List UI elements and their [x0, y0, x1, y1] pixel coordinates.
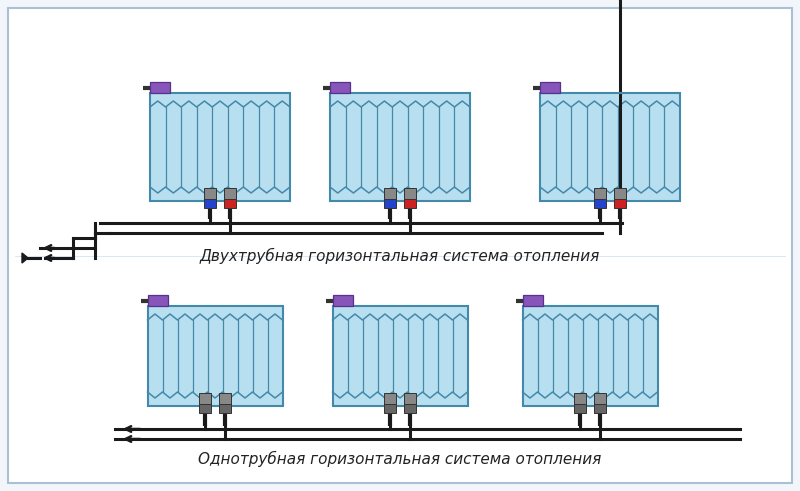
- Bar: [333, 306, 467, 406]
- Polygon shape: [22, 253, 28, 263]
- Bar: [404, 188, 416, 199]
- Bar: [333, 306, 467, 406]
- Bar: [224, 188, 236, 199]
- Bar: [384, 404, 396, 413]
- Bar: [384, 188, 396, 199]
- Bar: [594, 404, 606, 413]
- Bar: [330, 93, 470, 201]
- Bar: [574, 393, 586, 404]
- Bar: [199, 393, 211, 404]
- Bar: [147, 306, 282, 406]
- Bar: [540, 82, 560, 93]
- Bar: [594, 199, 606, 208]
- Bar: [404, 404, 416, 413]
- Bar: [540, 93, 680, 201]
- Bar: [384, 393, 396, 404]
- Bar: [333, 295, 353, 306]
- Bar: [204, 199, 216, 208]
- Bar: [404, 199, 416, 208]
- Bar: [614, 188, 626, 199]
- Bar: [540, 93, 680, 201]
- Text: Двухтрубная горизонтальная система отопления: Двухтрубная горизонтальная система отопл…: [200, 248, 600, 264]
- Bar: [199, 404, 211, 413]
- Bar: [150, 93, 290, 201]
- Text: Однотрубная горизонтальная система отопления: Однотрубная горизонтальная система отопл…: [198, 451, 602, 467]
- Bar: [219, 404, 231, 413]
- Bar: [204, 188, 216, 199]
- Bar: [522, 306, 658, 406]
- Bar: [523, 295, 543, 306]
- Bar: [224, 199, 236, 208]
- Bar: [404, 393, 416, 404]
- Bar: [219, 393, 231, 404]
- Bar: [594, 188, 606, 199]
- Bar: [148, 295, 168, 306]
- Bar: [330, 82, 350, 93]
- Bar: [384, 199, 396, 208]
- Bar: [594, 393, 606, 404]
- Bar: [522, 306, 658, 406]
- Bar: [614, 199, 626, 208]
- Bar: [574, 404, 586, 413]
- Bar: [150, 93, 290, 201]
- Bar: [150, 82, 170, 93]
- Bar: [147, 306, 282, 406]
- Bar: [330, 93, 470, 201]
